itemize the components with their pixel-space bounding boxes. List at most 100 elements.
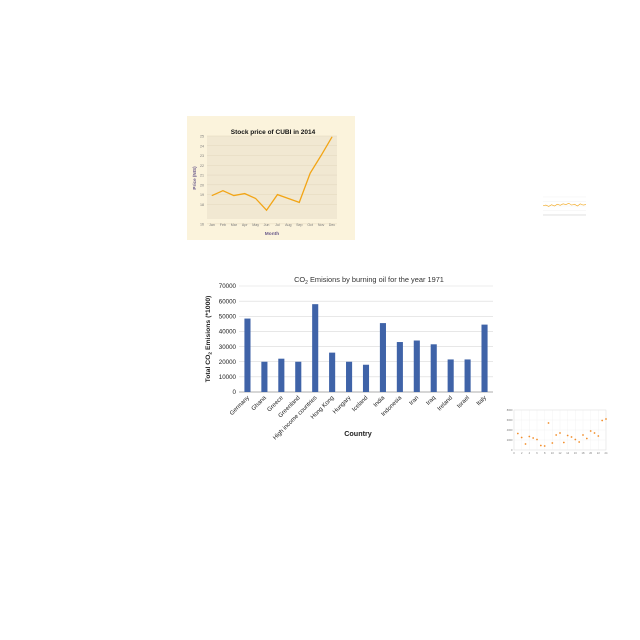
y-tick-label: 2000: [507, 438, 513, 442]
data-point: [605, 418, 607, 420]
x-tick-label: Jan: [209, 223, 215, 227]
y-tick-label: 50000: [219, 313, 237, 320]
data-point: [309, 172, 311, 174]
co2-emissions-svg: 0 10000 20000 30000 40000 50000 60000 70000 Germ…: [205, 275, 493, 441]
bar: [329, 352, 336, 392]
data-point: [585, 437, 588, 440]
y-tick-label: 8000: [507, 408, 513, 412]
data-point: [574, 438, 577, 441]
y-axis-label-subscript: 2: [208, 352, 214, 355]
chart-title: Stock price of CUBI in 2014: [231, 129, 316, 136]
data-point: [516, 432, 519, 435]
y-tick-label: 24: [200, 144, 204, 148]
y-tick-label: 6000: [507, 418, 513, 422]
series-line: [542, 202, 587, 207]
x-tick-label: 12: [559, 451, 562, 455]
x-tick-label: 20: [589, 451, 592, 455]
bar: [278, 358, 285, 392]
y-tick-label: 19: [200, 193, 204, 197]
data-point: [543, 445, 546, 447]
y-tick-label: 25: [200, 135, 204, 139]
data-point: [536, 438, 538, 441]
data-point: [266, 209, 267, 211]
x-tick-label: Oct: [307, 223, 313, 227]
x-tick-label: 10: [551, 451, 554, 455]
x-tick-label: 18: [582, 451, 585, 455]
y-tick-label: 20000: [219, 359, 237, 366]
chart-title: CO2 Emisions by burning oil for the year…: [294, 275, 444, 286]
y-tick-label: 18: [200, 203, 204, 207]
x-tick-label: India: [373, 395, 387, 409]
co2-emissions-chart: 0 10000 20000 30000 40000 50000 60000 70000 Germ…: [203, 270, 499, 442]
data-point: [222, 190, 224, 192]
data-point: [287, 198, 289, 199]
series-line: [211, 136, 333, 212]
x-tick-label: Jun: [264, 223, 270, 227]
y-tick-label: 21: [200, 174, 204, 178]
data-point: [244, 193, 246, 195]
y-tick-label: 20: [200, 183, 204, 187]
x-axis-label: Month: [265, 231, 279, 237]
x-tick-label: Hungary: [332, 395, 352, 415]
bar: [244, 318, 251, 392]
x-tick-label: Germany: [229, 395, 251, 417]
chart-title-subscript: 2: [305, 280, 308, 286]
y-tick-label: 22: [200, 164, 204, 168]
data-point: [555, 434, 558, 436]
data-point: [524, 443, 527, 445]
data-point: [331, 136, 333, 138]
plot-area: [207, 136, 337, 219]
x-tick-label: 22: [597, 451, 600, 455]
x-tick-label: 14: [566, 451, 569, 455]
data-point: [570, 436, 573, 438]
small-line-chart: [536, 188, 590, 226]
bar: [396, 342, 403, 392]
bar: [362, 364, 370, 392]
data-point: [593, 432, 596, 434]
bar: [346, 361, 353, 392]
x-tick-label: Iceland: [351, 395, 369, 413]
data-point: [277, 194, 278, 195]
stock-price-svg: 16 18 19 20 21 22 23 24 25 Jan Feb Mar Apr May Jun Jul A…: [192, 129, 337, 237]
y-tick-label: 0: [511, 448, 513, 452]
bar: [481, 324, 488, 392]
y-tick-label: 0: [233, 389, 237, 396]
data-point: [562, 441, 565, 444]
x-tick-label: Dec: [329, 223, 336, 227]
y-axis-label-part: Total CO: [205, 355, 212, 383]
x-tick-label: Israel: [456, 395, 471, 410]
data-point: [589, 430, 592, 432]
x-tick-label: May: [252, 223, 259, 227]
data-point: [547, 422, 550, 424]
y-axis-label-part: Emisions (*1000): [205, 296, 212, 352]
y-axis-label: Total CO2 Emisions (*1000): [205, 296, 214, 383]
data-point: [211, 195, 213, 196]
chart-title-part: Emisions by burning oil for the year 197…: [308, 275, 444, 284]
data-point: [233, 195, 235, 196]
x-tick-label: 0: [513, 451, 515, 455]
x-tick-label: 2: [521, 451, 523, 455]
y-tick-label: 23: [200, 154, 204, 158]
data-point: [551, 442, 554, 444]
x-tick-label: Apr: [242, 223, 248, 227]
bar: [413, 340, 420, 392]
x-tick-label: 16: [574, 451, 577, 455]
bar: [312, 304, 319, 392]
x-tick-label: 8: [544, 451, 546, 455]
data-point: [532, 437, 535, 439]
x-tick-label: Ireland: [437, 395, 454, 412]
scatter-chart: 0 2000 4000 6000 8000 0 2 4 6 8 10 12 14 16 18 20 22 24: [500, 398, 610, 470]
y-tick-label: 40000: [219, 329, 237, 336]
bar: [430, 344, 437, 392]
bar: [261, 361, 268, 392]
x-tick-label: Mar: [231, 223, 238, 227]
y-tick-label: 4000: [507, 428, 513, 432]
x-tick-label: Jul: [275, 223, 280, 227]
data-point: [298, 202, 300, 203]
x-tick-label: Nov: [318, 223, 325, 227]
bar: [464, 359, 471, 392]
data-point: [566, 434, 569, 437]
data-point: [520, 436, 523, 439]
x-tick-label: Feb: [220, 223, 226, 227]
